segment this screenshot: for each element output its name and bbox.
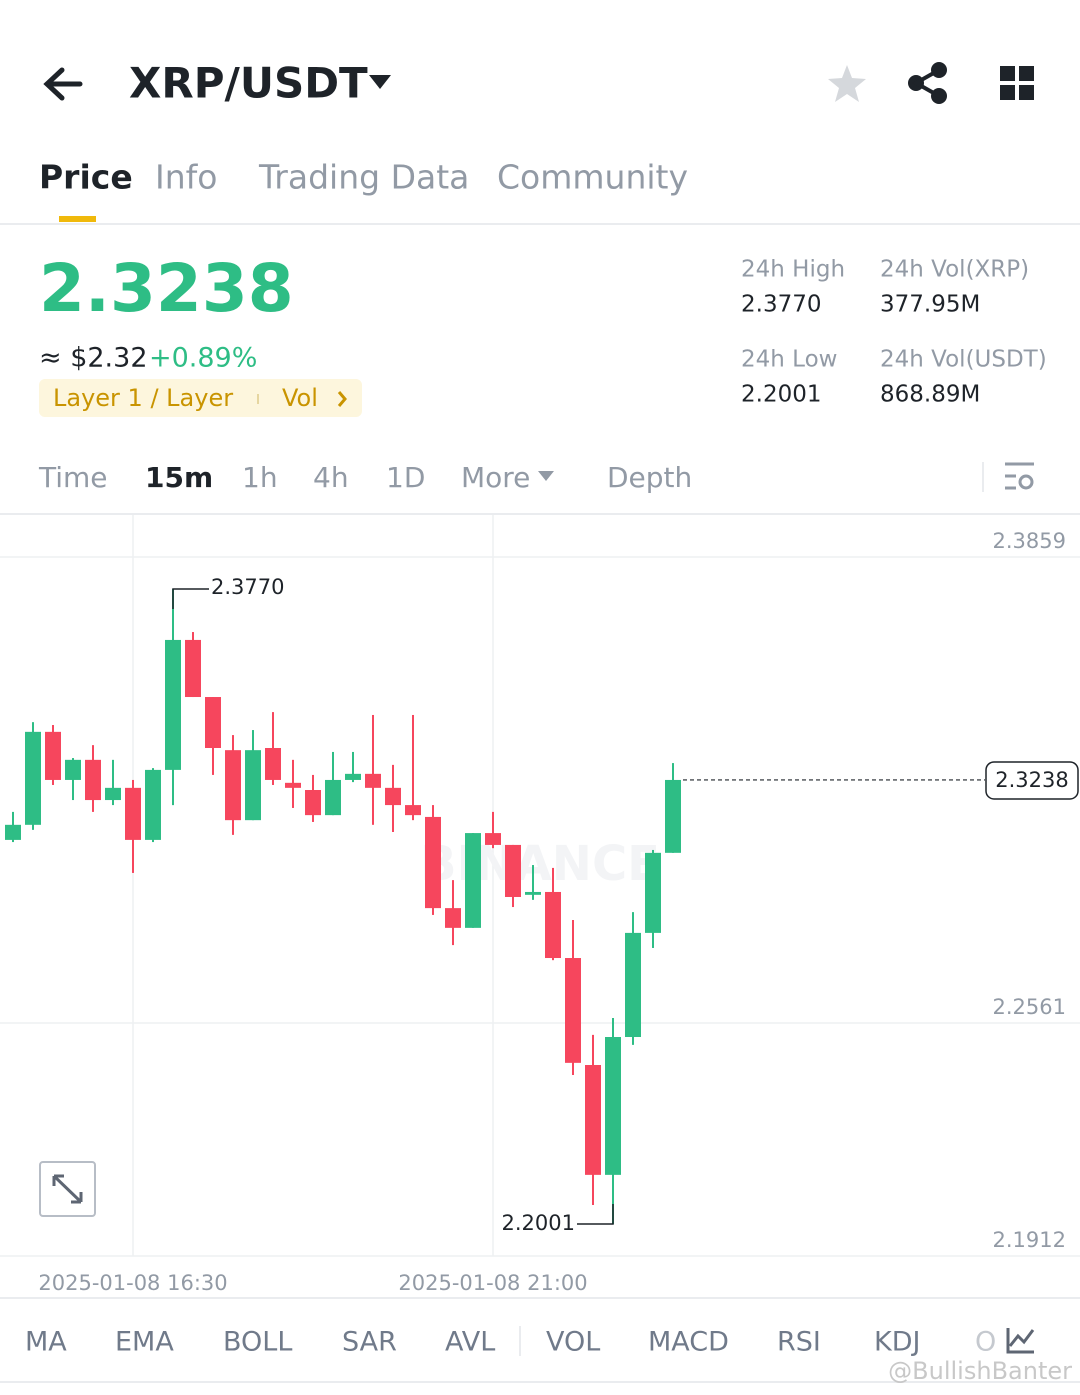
high-label: 2.3770 (211, 575, 284, 599)
candle-body (265, 747, 281, 780)
interval[interactable]: 15m (145, 461, 213, 494)
candle-body (325, 779, 341, 816)
candle-body (605, 1037, 621, 1175)
indicator[interactable]: SAR (342, 1327, 397, 1358)
tag-vol[interactable]: Vol (282, 384, 318, 412)
x-tick-label: 2025-01-08 21:00 (398, 1271, 587, 1295)
share-button[interactable] (908, 62, 947, 104)
candle-body (465, 833, 481, 928)
indicator[interactable]: O (975, 1327, 996, 1358)
tab[interactable]: Price (39, 158, 133, 197)
expand-icon (52, 1174, 83, 1204)
tab[interactable]: Community (497, 158, 688, 197)
candle-body (65, 759, 81, 780)
indicator[interactable]: RSI (777, 1327, 821, 1358)
candle-body (645, 852, 661, 933)
interval[interactable]: 4h (313, 461, 349, 494)
x-tick-label: 2025-01-08 16:30 (38, 1271, 227, 1295)
candle-body (305, 790, 321, 816)
last-price: 2.3238 (39, 250, 294, 327)
last-price-tag (985, 761, 1079, 800)
stat-value: 868.89M (880, 382, 980, 408)
candle-body (565, 958, 581, 1063)
pair-dropdown[interactable] (369, 75, 391, 89)
indicator[interactable]: EMA (115, 1327, 174, 1358)
candle-body (365, 773, 381, 788)
candle-body (445, 908, 461, 928)
candle-body (105, 787, 121, 801)
candle-body (545, 891, 561, 959)
indicator[interactable]: KDJ (874, 1327, 920, 1358)
candle-body (585, 1065, 601, 1175)
pair-title[interactable]: XRP/USDT (129, 59, 368, 108)
candle-body (485, 833, 501, 845)
approx-price: ≈ $2.32 (39, 343, 148, 374)
candle-body (185, 639, 201, 698)
high-marker (172, 588, 209, 609)
low-label: 2.2001 (502, 1211, 575, 1235)
stat-label: 24h Low (741, 347, 837, 373)
stat-value: 2.2001 (741, 382, 821, 408)
tag-text[interactable]: Layer 1 / Layer (53, 384, 233, 412)
tag-chip[interactable] (39, 379, 362, 417)
candle-body (425, 816, 441, 909)
indicator[interactable]: AVL (445, 1327, 495, 1358)
candle-body (45, 731, 61, 780)
more-dropdown[interactable] (538, 471, 554, 481)
candle-body (205, 697, 221, 748)
candle-body (225, 750, 241, 821)
candle-body (145, 769, 161, 840)
indicator[interactable]: MA (25, 1327, 67, 1358)
candle-body (525, 891, 541, 895)
grid-menu[interactable] (1000, 66, 1034, 100)
candle-body (25, 731, 41, 825)
chart-settings[interactable] (1005, 462, 1034, 490)
stat-label: 24h Vol(USDT) (880, 347, 1047, 373)
interval[interactable]: Time (38, 461, 108, 494)
last-price-label: 2.3238 (995, 768, 1068, 792)
tag-arrow (337, 391, 347, 407)
stat-label: 24h Vol(XRP) (880, 257, 1029, 283)
indicator[interactable]: VOL (546, 1327, 600, 1358)
indicator[interactable]: BOLL (223, 1327, 292, 1358)
candle-body (5, 824, 21, 840)
candle-body (505, 844, 521, 897)
y-tick-label: 2.3859 (993, 529, 1066, 553)
candle-body (665, 779, 681, 853)
interval[interactable]: 1D (386, 461, 425, 494)
stat-label: 24h High (741, 257, 845, 283)
watermark: @BullishBanter (888, 1357, 1072, 1385)
watermark: BINANCE (420, 836, 660, 892)
stat-value: 2.3770 (741, 292, 821, 318)
price-change: +0.89% (149, 343, 257, 374)
y-tick-label: 2.1912 (993, 1228, 1066, 1252)
stat-value: 377.95M (880, 292, 980, 318)
candle-body (405, 805, 421, 816)
low-marker (577, 1204, 614, 1225)
interval[interactable]: More (461, 461, 530, 494)
candle-body (625, 932, 641, 1038)
favorite-star[interactable] (828, 65, 866, 102)
indicator-settings[interactable] (1006, 1328, 1035, 1354)
interval[interactable]: Depth (607, 461, 692, 494)
tab-indicator (59, 216, 96, 222)
candle-body (125, 787, 141, 840)
candle-body (385, 787, 401, 806)
candle-body (245, 750, 261, 821)
tab[interactable]: Info (155, 158, 217, 197)
y-tick-label: 2.2561 (993, 995, 1066, 1019)
back-button[interactable] (43, 67, 83, 101)
interval[interactable]: 1h (242, 461, 278, 494)
candle-body (85, 759, 101, 801)
tab[interactable]: Trading Data (258, 158, 469, 197)
candle-body (165, 639, 181, 770)
candle-body (285, 782, 301, 788)
indicator[interactable]: MACD (648, 1327, 729, 1358)
candle-body (345, 773, 361, 780)
